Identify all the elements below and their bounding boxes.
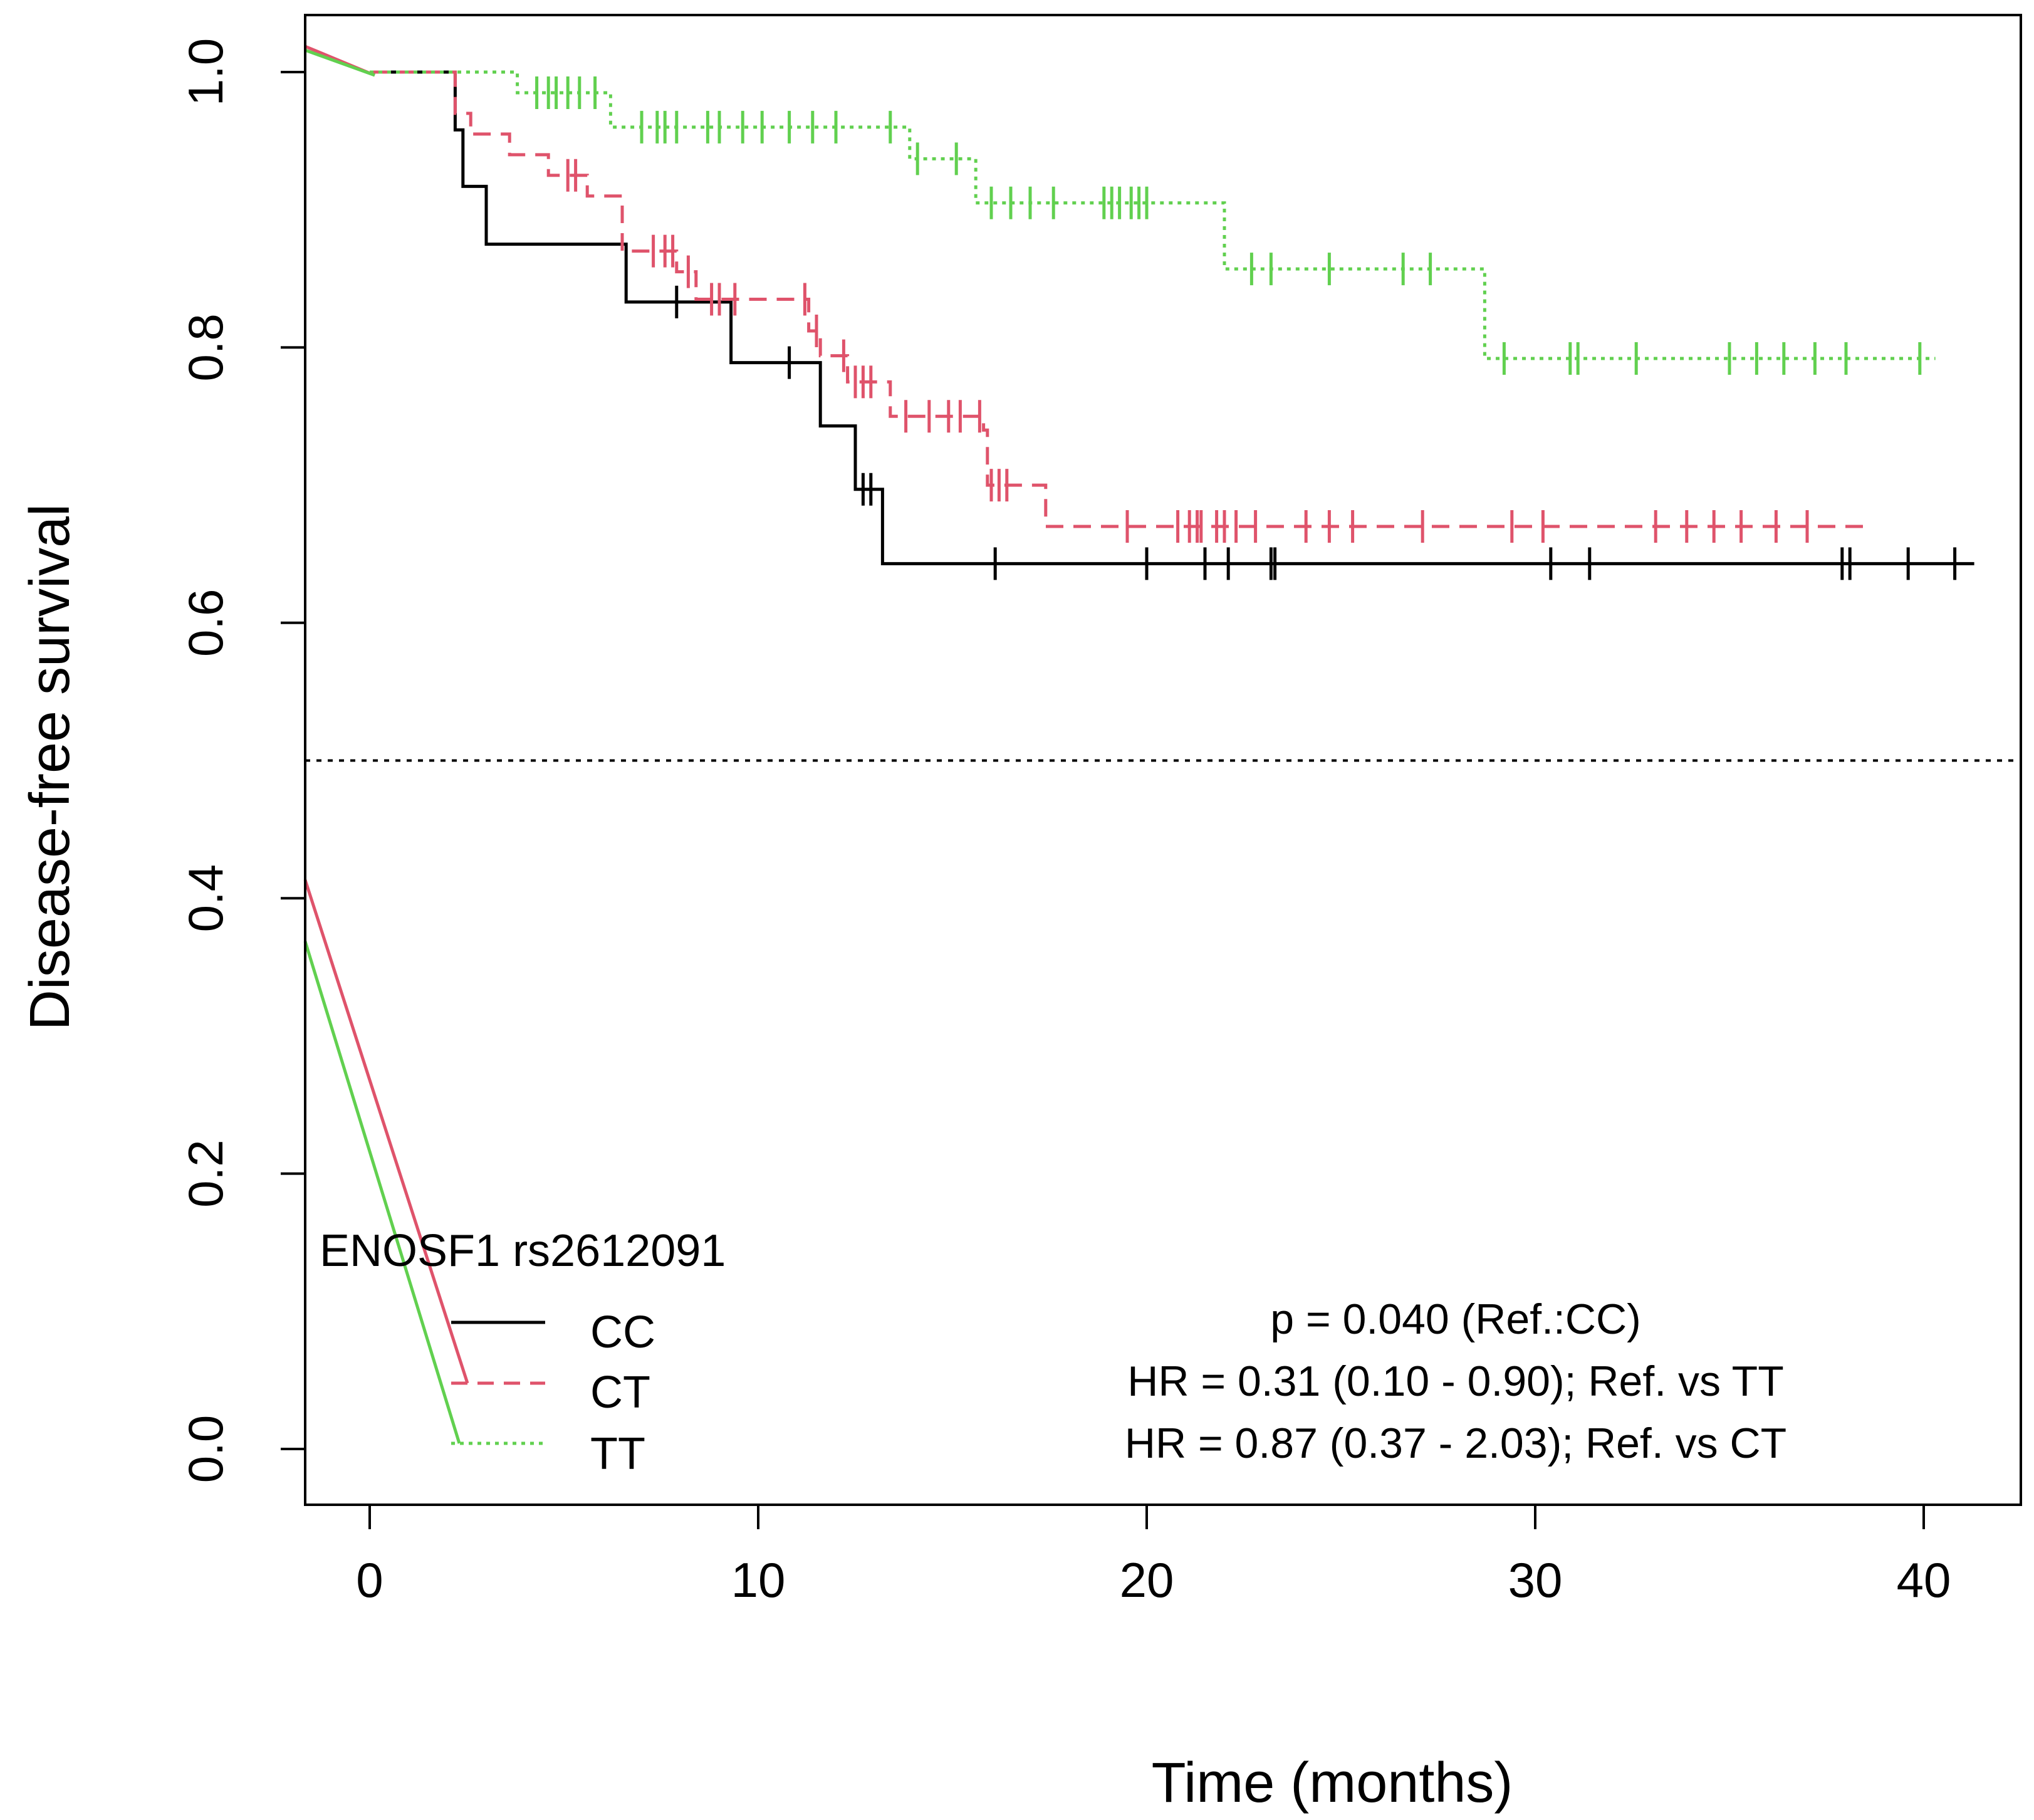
legend-title: ENOSF1 rs2612091 xyxy=(320,1226,726,1276)
legend-label-tt: TT xyxy=(590,1429,645,1479)
legend: ENOSF1 rs2612091 CC CT TT xyxy=(320,1226,726,1479)
y-axis-title: Disease-free survival xyxy=(19,504,81,1030)
x-tick-label: 10 xyxy=(731,1552,786,1608)
curve-cc xyxy=(370,70,1974,565)
y-tick-label: 0.8 xyxy=(178,313,233,381)
legend-label-ct: CT xyxy=(590,1368,650,1418)
x-axis-title: Time (months) xyxy=(1152,1752,1513,1814)
curve-ct xyxy=(370,70,1870,528)
x-tick-label: 30 xyxy=(1508,1552,1563,1608)
plot-frame xyxy=(304,14,2022,1506)
x-tick-label: 20 xyxy=(1120,1552,1174,1608)
legend-leader-tt xyxy=(303,941,461,1444)
legend-leader-ct xyxy=(303,879,469,1384)
survival-curves xyxy=(370,70,1974,565)
curve-tt xyxy=(370,70,1936,360)
curve-start-tt xyxy=(305,48,375,77)
legend-leader-lines xyxy=(303,44,469,1444)
hr-tt-annotation: HR = 0.31 (0.10 - 0.90); Ref. vs TT xyxy=(1127,1357,1784,1405)
y-tick-label: 0.2 xyxy=(178,1139,233,1207)
p-value-annotation: p = 0.040 (Ref.:CC) xyxy=(1270,1295,1640,1343)
x-tick-label: 0 xyxy=(356,1552,383,1608)
hr-ct-annotation: HR = 0.87 (0.37 - 2.03); Ref. vs CT xyxy=(1125,1420,1786,1467)
legend-label-cc: CC xyxy=(590,1307,655,1357)
censor-marks xyxy=(535,76,1957,580)
y-tick-label: 0.6 xyxy=(178,589,233,657)
y-axis: 0.0 0.2 0.4 0.6 0.8 1.0 xyxy=(178,38,305,1483)
x-axis: 0 10 20 30 40 xyxy=(356,1505,1951,1608)
y-tick-label: 0.0 xyxy=(178,1415,233,1483)
y-tick-label: 1.0 xyxy=(178,38,233,106)
y-tick-label: 0.4 xyxy=(178,864,233,932)
x-tick-label: 40 xyxy=(1897,1552,1951,1608)
statistics-annotations: p = 0.040 (Ref.:CC) HR = 0.31 (0.10 - 0.… xyxy=(1125,1295,1786,1467)
